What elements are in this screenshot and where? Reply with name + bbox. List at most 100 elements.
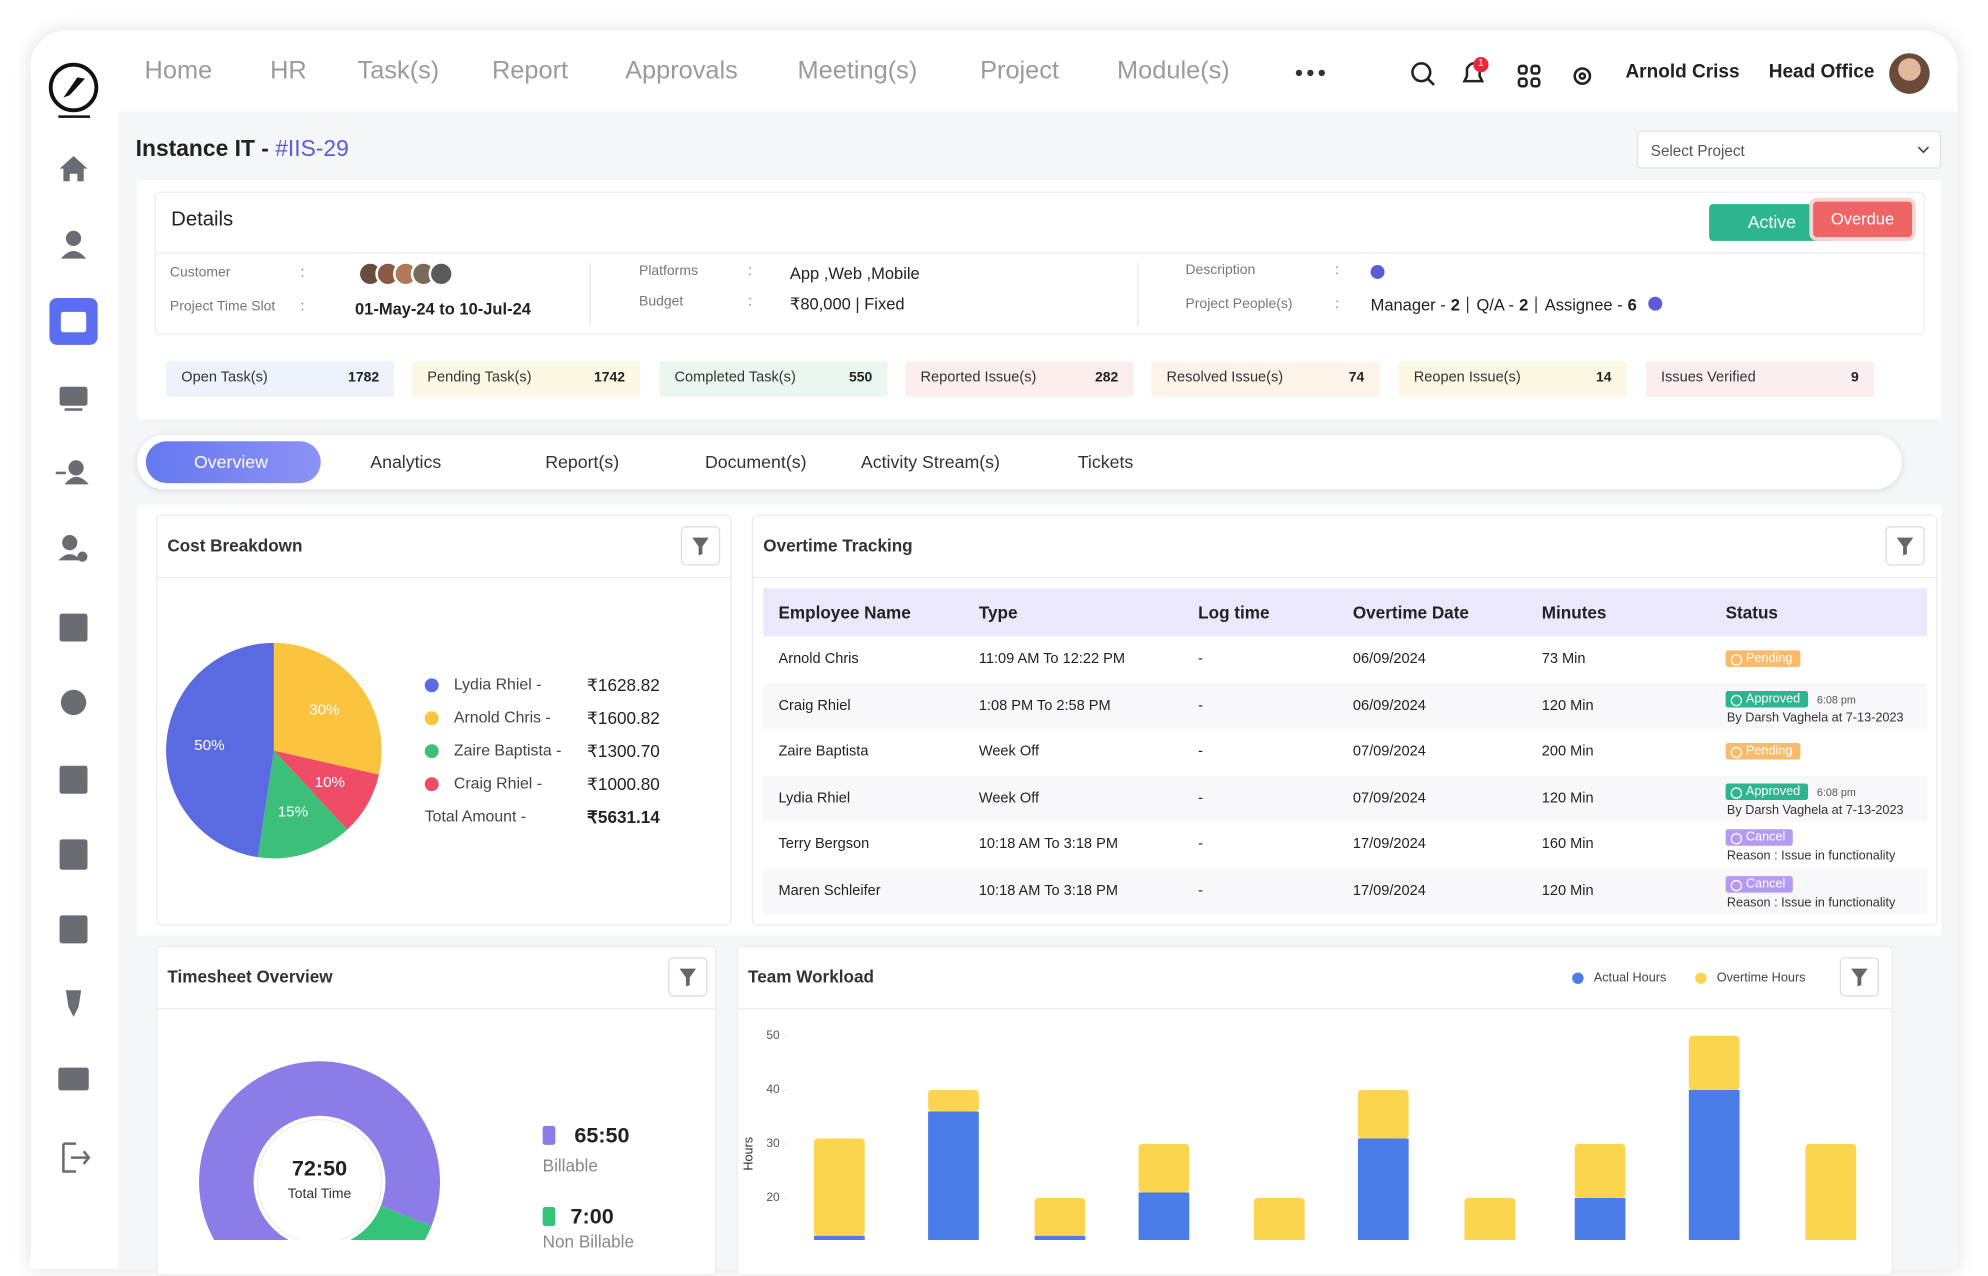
legend-dot: [1572, 972, 1584, 984]
pie-chart: 30% 10% 15% 50%: [166, 642, 382, 859]
cell: Maren Schleifer: [778, 883, 881, 899]
filter-button[interactable]: [1839, 957, 1880, 997]
colon: :: [300, 264, 305, 281]
bar-segment: [1574, 1197, 1626, 1241]
divider: [1137, 262, 1139, 326]
stat: Reported Issue(s) 282: [905, 361, 1134, 397]
tab[interactable]: Report(s): [545, 451, 620, 472]
stat-label: Issues Verified: [1660, 370, 1756, 386]
cell: 10:18 AM To 3:18 PM: [978, 836, 1118, 853]
filter-icon: [679, 968, 697, 987]
cell: Terry Bergson: [778, 836, 870, 853]
stat-label: Completed Task(s): [674, 370, 796, 386]
nav-item[interactable]: Report: [491, 57, 569, 85]
office[interactable]: Head Office: [1768, 60, 1875, 83]
tab[interactable]: Tickets: [1077, 451, 1134, 472]
label: Customer: [169, 264, 231, 281]
cell: 120 Min: [1541, 697, 1594, 714]
nav-item[interactable]: Module(s): [1117, 57, 1230, 85]
more-dot[interactable]: [1307, 69, 1314, 77]
y-tick-label: 50: [766, 1028, 780, 1042]
role: Assignee -: [1544, 295, 1623, 315]
stat: Reopen Issue(s) 14: [1398, 361, 1627, 397]
non-billable-value: 7:00: [570, 1204, 614, 1229]
cell: 17/09/2024: [1352, 883, 1426, 899]
tab[interactable]: Activity Stream(s): [860, 451, 1000, 472]
workload-chart: Hours 20 30 40 50: [742, 1028, 1857, 1241]
title: Instance IT -: [135, 135, 269, 162]
y-tick-label: 40: [766, 1082, 780, 1096]
status-note: Reason : Issue in functionality: [1726, 849, 1896, 864]
cell: -: [1198, 883, 1204, 899]
status-icon: [1730, 833, 1743, 845]
cell: 07/09/2024: [1352, 790, 1426, 806]
nav-item[interactable]: Meeting(s): [797, 57, 918, 85]
project-select[interactable]: Select Project: [1636, 130, 1942, 169]
bar-segment: [1464, 1197, 1516, 1241]
nav-item[interactable]: Project: [980, 57, 1060, 85]
cell: -: [1198, 790, 1204, 806]
colon: :: [748, 263, 752, 279]
donut-segment: [350, 1205, 432, 1241]
bar-segment: [1138, 1143, 1190, 1193]
details-title: Details: [171, 209, 234, 231]
count: 2: [1519, 295, 1529, 315]
value: 01-May-24 to 10-Jul-24: [355, 299, 531, 319]
legend-amount: ₹1628.82: [587, 675, 660, 695]
chevron: [1917, 146, 1930, 154]
nav-item[interactable]: HR: [270, 57, 307, 85]
legend-label: Actual Hours: [1593, 971, 1667, 986]
legend-name: Arnold Chris -: [453, 708, 551, 727]
more-dot[interactable]: [1295, 69, 1303, 77]
label: Project Time Slot: [169, 299, 276, 315]
role: Manager -: [1370, 295, 1446, 315]
user-name[interactable]: Arnold Criss: [1625, 60, 1740, 83]
stat-value: 1742: [594, 370, 626, 386]
legend-amount: ₹1600.82: [587, 708, 660, 728]
bar-segment: [1357, 1089, 1409, 1139]
tab[interactable]: Analytics: [370, 451, 442, 472]
nav-item[interactable]: Approvals: [625, 57, 738, 85]
filter-button[interactable]: [1885, 526, 1925, 566]
cell: Week Off: [978, 744, 1040, 760]
cell: 06/09/2024: [1352, 651, 1426, 667]
tab[interactable]: Document(s): [704, 451, 807, 472]
status-icon: [1730, 654, 1743, 666]
badge-overdue[interactable]: Overdue: [1813, 201, 1912, 238]
status-badge: Approved: [1725, 782, 1808, 800]
more-dot[interactable]: [1318, 69, 1325, 77]
status-badge: Pending: [1725, 742, 1801, 760]
y-tick-label: 30: [766, 1136, 780, 1150]
info-icon[interactable]: [1370, 264, 1385, 279]
label: Description: [1185, 262, 1256, 278]
card-title: Timesheet Overview: [167, 967, 333, 987]
stat-value: 14: [1595, 370, 1612, 386]
legend-amount: ₹1000.80: [587, 774, 660, 794]
status-note: By Darsh Vaghela at 7-13-2023: [1726, 710, 1904, 725]
info-icon[interactable]: [1648, 296, 1663, 311]
status-badge: Approved: [1725, 690, 1808, 707]
filter-button[interactable]: [668, 957, 708, 997]
tab[interactable]: Overview: [193, 451, 268, 472]
cell: 160 Min: [1541, 836, 1594, 853]
colon: :: [300, 299, 305, 315]
bar-segment: [1688, 1089, 1740, 1241]
y-axis-label: Hours: [742, 1137, 756, 1171]
billable-value: 65:50: [574, 1123, 630, 1148]
count: 6: [1627, 295, 1637, 315]
filter-button[interactable]: [680, 526, 721, 566]
legend-label: Overtime Hours: [1716, 971, 1806, 986]
label: Project People(s): [1185, 296, 1293, 312]
sidebar: [48, 62, 99, 1173]
bar-segment: [1138, 1192, 1190, 1241]
slice-label: 15%: [278, 803, 308, 820]
nav-item[interactable]: Task(s): [357, 57, 440, 85]
avatar[interactable]: [1889, 53, 1930, 94]
separator: [1535, 296, 1538, 314]
bar-segment: [1574, 1143, 1626, 1198]
slice-label: 50%: [194, 737, 224, 754]
colon: :: [1335, 262, 1339, 278]
slice-label: 10%: [315, 774, 345, 791]
nav-item[interactable]: Home: [144, 57, 213, 85]
